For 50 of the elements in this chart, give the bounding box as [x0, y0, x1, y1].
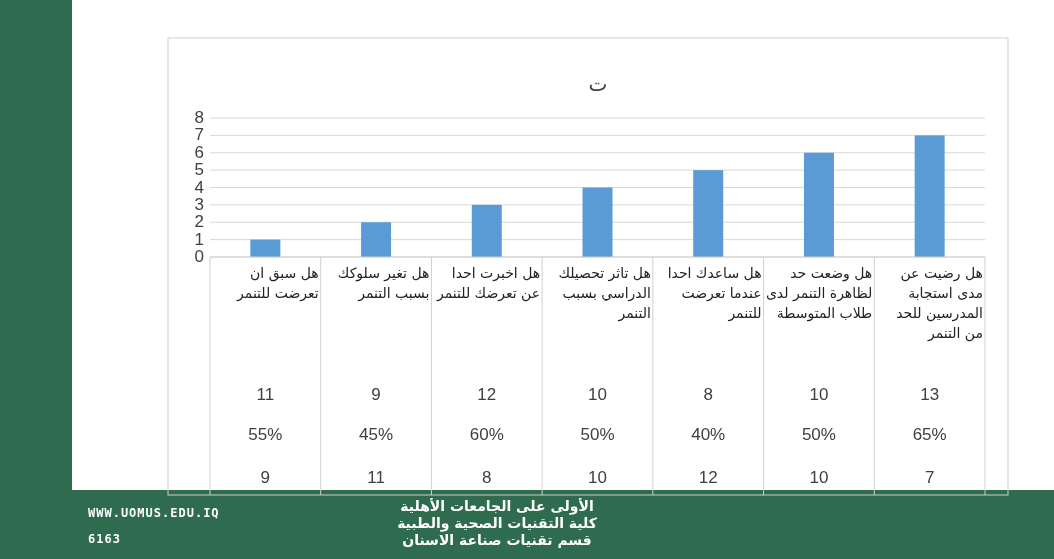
- text: 11: [366, 468, 386, 488]
- chart-title: ت: [587, 72, 609, 96]
- text: 12: [697, 468, 719, 488]
- x-tick-label: هل سبق ان تعرضت للتنمر: [235, 264, 319, 303]
- x-tick-label: هل وضعت حد لظاهرة التنمر لدى طلاب المتوسطة: [765, 264, 873, 323]
- text: 55%: [247, 425, 284, 445]
- x-tick-label: هل ساعدك احدا عندما تعرضت للتنمر: [666, 264, 762, 323]
- text: قسم تقنيات صناعة الاسنان: [401, 532, 593, 549]
- text: 10: [587, 385, 608, 405]
- bar: [693, 170, 724, 257]
- y-tick-label: 7: [193, 125, 204, 145]
- text: 13: [919, 385, 941, 405]
- text: 10: [808, 468, 830, 488]
- bar: [803, 152, 834, 257]
- x-tick-label: هل اخبرت احدا عن تعرضك للتنمر: [435, 264, 541, 303]
- bar: [582, 187, 613, 257]
- text: 9: [370, 385, 382, 405]
- text: كلية التقنيات الصحية والطبية: [396, 515, 598, 532]
- text: 8: [481, 468, 493, 488]
- text: 6163: [88, 532, 121, 546]
- text: 65%: [911, 425, 948, 445]
- text: 10: [808, 385, 830, 405]
- y-tick-label: 0: [193, 247, 204, 266]
- text: 10: [587, 468, 608, 488]
- y-tick-label: 4: [193, 177, 204, 197]
- y-tick-label: 6: [193, 142, 204, 162]
- y-tick-label: 1: [193, 229, 204, 249]
- x-tick-label: هل رضيت عن مدى استجابة المدرسين للحد من التنمر: [895, 264, 983, 343]
- y-tick-label: 5: [193, 160, 204, 180]
- text: 12: [476, 385, 498, 405]
- text: 7: [923, 468, 936, 488]
- text: 11: [255, 385, 276, 405]
- y-tick-label: 2: [193, 212, 204, 232]
- text: WWW.UOMUS.EDU.IQ: [88, 506, 220, 520]
- y-tick-label: 8: [193, 108, 204, 127]
- x-tick-label: هل تاثر تحصيلك الدراسي بسبب التنمر: [557, 264, 651, 323]
- bar: [250, 239, 281, 257]
- text: 9: [259, 468, 272, 488]
- x-tick-label: هل تغير سلوكك بسبب التنمر: [336, 264, 430, 303]
- text: الأولى على الجامعات الأهلية: [399, 498, 595, 515]
- text: 60%: [468, 425, 505, 445]
- text: 45%: [358, 425, 395, 445]
- bar: [914, 135, 945, 257]
- text: 50%: [800, 425, 837, 445]
- y-tick-label: 3: [193, 194, 204, 214]
- text: 50%: [579, 425, 616, 445]
- text: 8: [702, 385, 714, 405]
- bar: [361, 222, 392, 257]
- text: 40%: [690, 425, 727, 445]
- bar: [471, 204, 502, 257]
